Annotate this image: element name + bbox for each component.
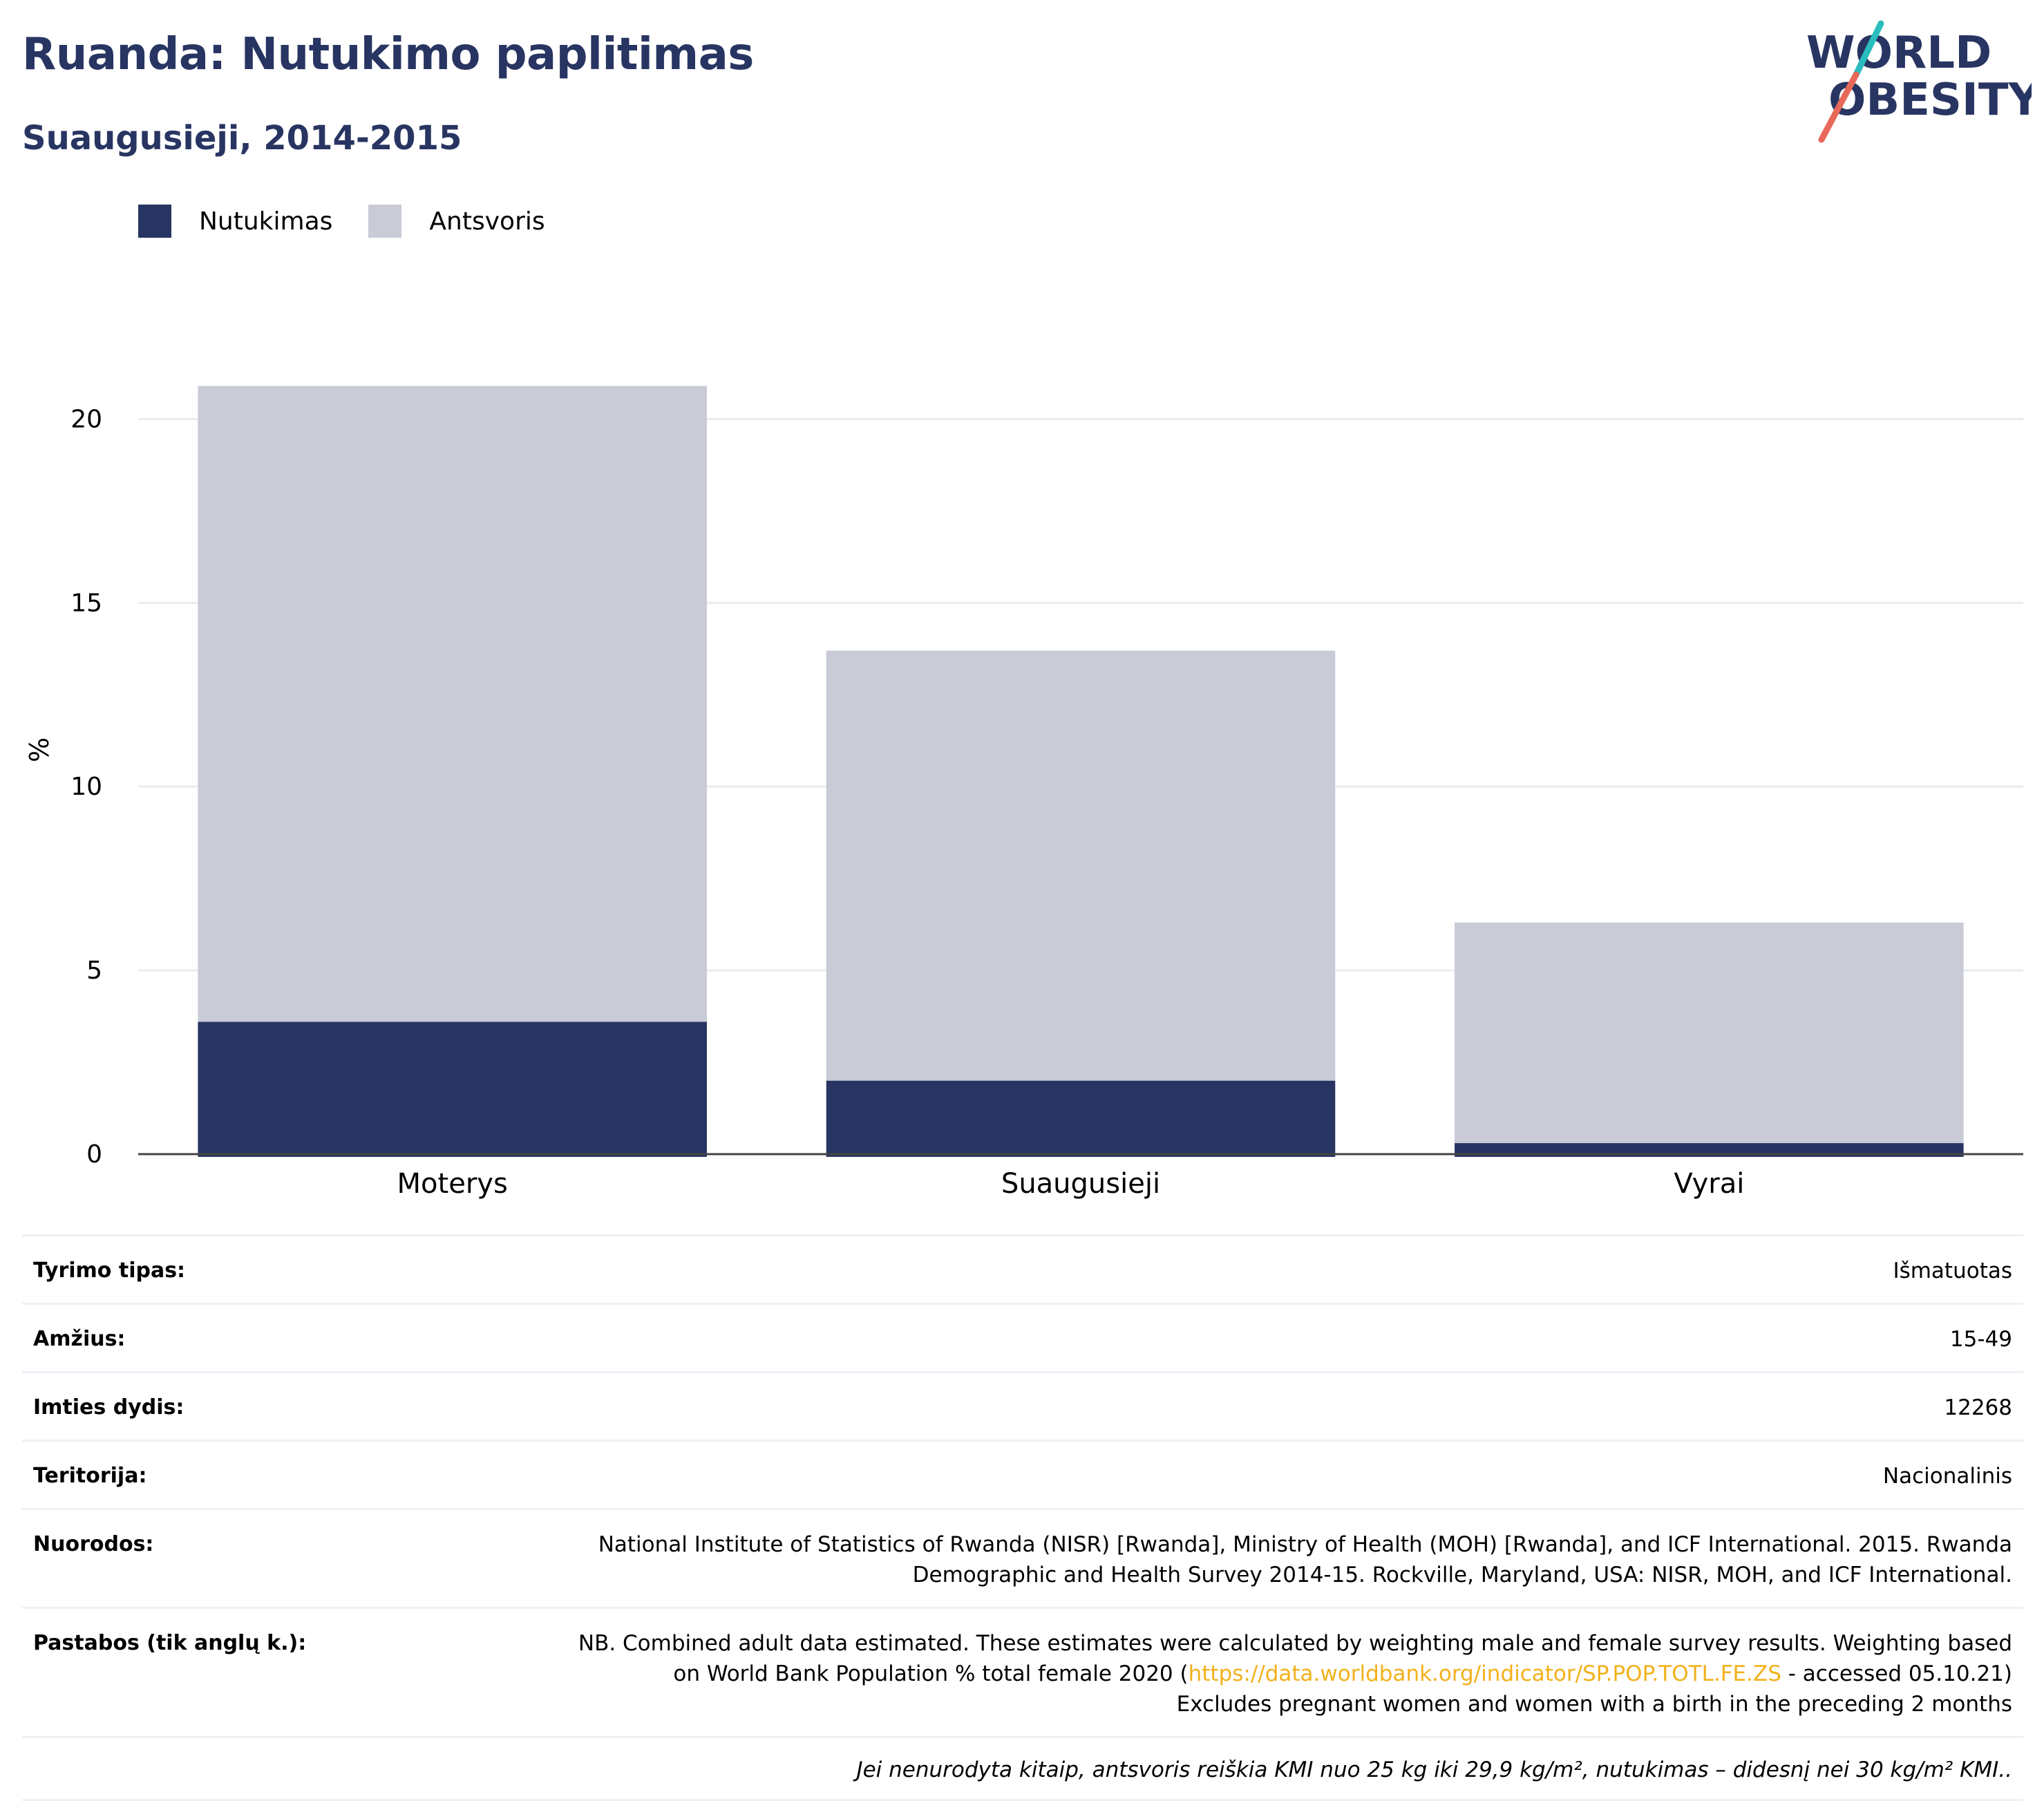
x-tick-label: Vyrai — [1674, 1168, 1744, 1200]
details-row: Nuorodos: National Institute of Statisti… — [22, 1510, 2023, 1609]
notes-link[interactable]: https://data.worldbank.org/indicator/SP.… — [1188, 1661, 1781, 1686]
footnote: Jei nenurodyta kitaip, antsvoris reiškia… — [856, 1757, 2012, 1782]
row-value-notes: NB. Combined adult data estimated. These… — [561, 1628, 2012, 1719]
y-axis-title: % — [24, 737, 55, 762]
x-tick-label: Moterys — [397, 1168, 508, 1200]
legend-swatch-obesity — [138, 205, 171, 238]
chart-legend: Nutukimas Antsvoris — [138, 205, 581, 238]
row-label-references: Nuorodos: — [33, 1532, 154, 1556]
row-label-notes: Pastabos (tik anglų k.): — [33, 1631, 307, 1655]
details-row-notes: Pastabos (tik anglų k.): NB. Combined ad… — [22, 1609, 2023, 1738]
details-row: Tyrimo tipas: Išmatuotas — [22, 1236, 2023, 1305]
page-title: Ruanda: Nutukimo paplitimas — [22, 29, 754, 80]
row-label-survey-type: Tyrimo tipas: — [33, 1258, 186, 1283]
y-tick-label: 5 — [86, 956, 102, 985]
row-value-references: National Institute of Statistics of Rwan… — [598, 1532, 2012, 1587]
bar-overweight — [1455, 922, 1964, 1144]
logo-line2: OBESITY — [1828, 75, 2032, 126]
y-tick-label: 0 — [86, 1140, 102, 1169]
details-table: Tyrimo tipas: Išmatuotas Amžius: 15-49 I… — [22, 1234, 2023, 1801]
row-value-sample-size: 12268 — [1944, 1395, 2012, 1420]
bar-overweight — [826, 650, 1336, 1081]
logo-slash-bottom — [1818, 71, 1860, 143]
row-label-sample-size: Imties dydis: — [33, 1395, 184, 1420]
row-value-survey-type: Išmatuotas — [1893, 1258, 2012, 1283]
row-value-age: 15-49 — [1949, 1327, 2012, 1352]
y-tick-label: 15 — [70, 589, 102, 617]
legend-swatch-overweight — [368, 205, 402, 238]
world-obesity-logo: WORLD OBESITY — [1806, 20, 2032, 143]
footnote-row: Jei nenurodyta kitaip, antsvoris reiškia… — [22, 1738, 2023, 1801]
details-row: Teritorija: Nacionalinis — [22, 1442, 2023, 1510]
details-row: Amžius: 15-49 — [22, 1305, 2023, 1373]
notes-text-before: NB. Combined adult data estimated. These… — [578, 1631, 2012, 1686]
notes-line2: Excludes pregnant women and women with a… — [1176, 1692, 2012, 1717]
legend-label-overweight: Antsvoris — [429, 207, 545, 236]
legend-label-obesity: Nutukimas — [199, 207, 333, 236]
bar-overweight — [198, 386, 707, 1022]
page-subtitle: Suaugusieji, 2014-2015 — [22, 119, 462, 158]
y-tick-label: 20 — [70, 405, 102, 433]
legend-item-overweight[interactable]: Antsvoris — [368, 205, 545, 238]
bar-obesity — [826, 1080, 1336, 1157]
legend-item-obesity[interactable]: Nutukimas — [138, 205, 332, 238]
x-tick-label: Suaugusieji — [1001, 1168, 1160, 1200]
notes-text-after: - accessed 05.10.21) — [1781, 1661, 2012, 1686]
y-tick-label: 10 — [70, 773, 102, 801]
details-row: Imties dydis: 12268 — [22, 1373, 2023, 1442]
logo-slash-top — [1853, 20, 1884, 78]
logo-line1: WORLD — [1806, 28, 1991, 79]
bar-obesity — [198, 1021, 707, 1157]
row-label-territory: Teritorija: — [33, 1464, 147, 1488]
row-label-age: Amžius: — [33, 1327, 126, 1351]
bar-chart: 0 5 10 15 20% Moterys Suaugusieji Vyrai — [24, 386, 2023, 1200]
row-value-territory: Nacionalinis — [1882, 1464, 2012, 1489]
